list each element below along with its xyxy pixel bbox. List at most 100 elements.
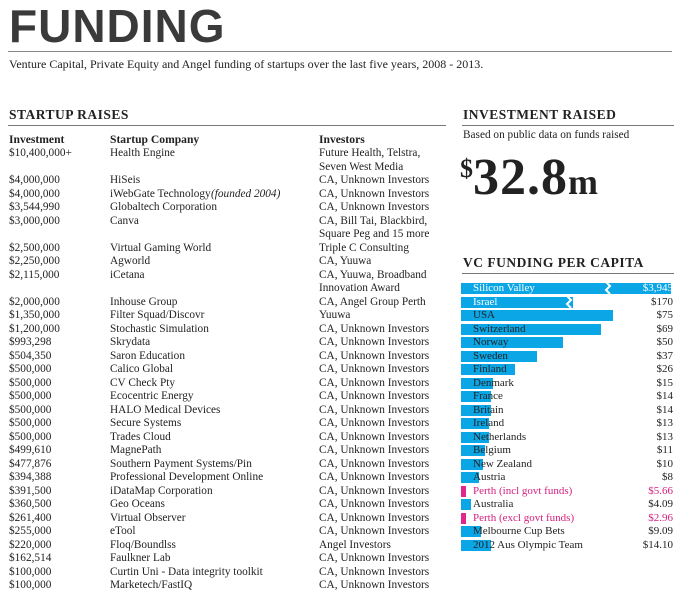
investment-cell: $4,000,000	[9, 187, 60, 200]
investors-cell: Triple C Consulting	[319, 241, 409, 254]
table-row: $100,000 Curtin Uni - Data integrity tool…	[9, 566, 449, 580]
investment-cell: $261,400	[9, 511, 52, 524]
category-label: Austria	[473, 471, 506, 483]
investors-cell: CA, Angel Group Perth	[319, 295, 426, 308]
company-cell: Southern Payment Systems/Pin	[110, 457, 252, 470]
category-label: Netherlands	[473, 430, 527, 443]
investors-cell: CA, Unknown Investors	[319, 444, 430, 456]
company-cell: Virtual Gaming World	[110, 241, 212, 254]
category-label: France	[473, 390, 503, 402]
company-cell: Health Engine	[110, 147, 175, 159]
investors-cell: CA, Unknown Investors	[319, 579, 430, 591]
investment-cell: $220,000	[9, 538, 52, 551]
table-row: $4,000,000 iWebGate Technology (founded 2…	[9, 188, 449, 202]
investors-cell: CA, Unknown Investors	[319, 565, 430, 578]
category-label: New Zealand	[473, 457, 532, 470]
table-row: $2,115,000 iCetana CA, Yuuwa, Broadband	[9, 269, 449, 283]
company-cell: Faulkner Lab	[110, 552, 171, 564]
bar-denmark	[461, 377, 493, 389]
investors-cell: Seven West Media	[319, 160, 404, 173]
table-row: $500,000 CV Check Pty CA, Unknown Investor…	[9, 377, 449, 391]
investors-cell: CA, Unknown Investors	[319, 322, 430, 335]
bar-new-zealand	[461, 458, 483, 470]
investors-cell: CA, Unknown Investors	[319, 457, 430, 470]
investment-cell: $162,514	[9, 552, 52, 564]
table-row: $394,388 Professional Development Online C…	[9, 471, 449, 485]
investment-cell: $360,500	[9, 498, 52, 510]
investors-cell: CA, Unknown Investors	[319, 525, 430, 537]
bar-ireland	[461, 418, 489, 429]
investment-cell: $4,000,000	[9, 174, 60, 186]
investment-cell: $2,250,000	[9, 255, 60, 267]
company-cell: Agworld	[110, 255, 151, 267]
table-row: $504,350 Saron Education CA, Unknown Inves…	[9, 350, 449, 364]
value-label: $11	[656, 444, 673, 456]
value-label: $10	[656, 457, 674, 470]
investment-cell: $1,350,000	[9, 309, 60, 321]
investment-cell: $500,000	[9, 403, 52, 416]
axis-break-icon	[565, 295, 573, 309]
company-cell: iCetana	[110, 268, 145, 281]
investors-cell: CA, Unknown Investors	[319, 376, 430, 389]
company-cell: Inhouse Group	[110, 295, 178, 308]
bar-silicon-valley	[461, 283, 671, 294]
vc-per-capita-divider	[462, 273, 674, 274]
table-row: $2,500,000 Virtual Gaming World Triple C C…	[9, 242, 449, 256]
category-label: Melbourne Cup Bets	[473, 525, 565, 537]
investors-cell: CA, Unknown Investors	[319, 552, 430, 564]
investment-cell: $500,000	[9, 376, 52, 389]
company-cell: Marketech/FastIQ	[110, 579, 193, 591]
category-label: Israel	[473, 295, 498, 308]
investment-cell: $2,500,000	[9, 241, 60, 254]
company-cell: Globaltech Corporation	[110, 201, 217, 213]
investment-cell: $10,400,000+	[9, 147, 72, 159]
company-cell: Filter Squad/Discovr	[110, 309, 205, 321]
bar-perth-incl-govt-funds-	[461, 485, 466, 497]
value-label: $14.10	[642, 538, 673, 551]
company-cell: Secure Systems	[110, 417, 182, 429]
bar-2012-aus-olympic-team	[461, 539, 492, 551]
table-row: Innovation Award	[9, 282, 449, 296]
value-label: $13	[656, 430, 674, 443]
table-row: $477,876 Southern Payment Systems/Pin CA, …	[9, 458, 449, 472]
investment-cell: $391,500	[9, 484, 52, 497]
table-row: $499,610 MagnePath CA, Unknown Investors	[9, 444, 449, 458]
investors-cell: CA, Unknown Investors	[319, 403, 430, 416]
category-label: Perth (excl govt funds)	[473, 511, 575, 524]
column-header-investors: Investors	[319, 133, 365, 146]
value-label: $69	[656, 322, 674, 335]
column-header-investment: Investment	[9, 133, 65, 146]
page-title: FUNDING	[9, 0, 226, 52]
bar-usa	[461, 310, 613, 321]
table-row: $360,500 Geo Oceans CA, Unknown Investors	[9, 498, 449, 512]
table-row: $255,000 eTool CA, Unknown Investors	[9, 525, 449, 539]
investment-total: $32.8m	[460, 148, 598, 207]
bar-switzerland	[461, 323, 601, 335]
table-row: $162,514 Faulkner Lab CA, Unknown Investor…	[9, 552, 449, 566]
table-row: $2,250,000 Agworld CA, Yuuwa	[9, 255, 449, 269]
bar-belgium	[461, 445, 485, 456]
bar-israel	[461, 296, 573, 308]
value-label: $50	[656, 336, 674, 348]
investment-cell: $100,000	[9, 565, 52, 578]
table-row: $500,000 Calico Global CA, Unknown Investo…	[9, 363, 449, 377]
value-label: $9.09	[648, 525, 673, 537]
category-label: Britain	[473, 403, 504, 416]
category-label: Finland	[473, 363, 507, 375]
axis-break-icon	[604, 282, 612, 295]
value-label: $8	[662, 471, 673, 483]
title-divider	[8, 51, 672, 52]
investment-cell: $500,000	[9, 430, 52, 443]
category-label: Switzerland	[473, 322, 526, 335]
company-cell: eTool	[110, 525, 136, 537]
value-label: $5.66	[648, 484, 673, 497]
company-cell: Stochastic Simulation	[110, 322, 209, 335]
company-cell: iDataMap Corporation	[110, 484, 213, 497]
investment-amount: 32.8	[473, 149, 568, 206]
bar-france	[461, 391, 491, 402]
investment-cell: $477,876	[9, 457, 52, 470]
investors-cell: Innovation Award	[319, 282, 400, 294]
investors-cell: CA, Unknown Investors	[319, 511, 430, 524]
investors-cell: CA, Unknown Investors	[319, 417, 430, 429]
investors-cell: CA, Unknown Investors	[319, 498, 430, 510]
